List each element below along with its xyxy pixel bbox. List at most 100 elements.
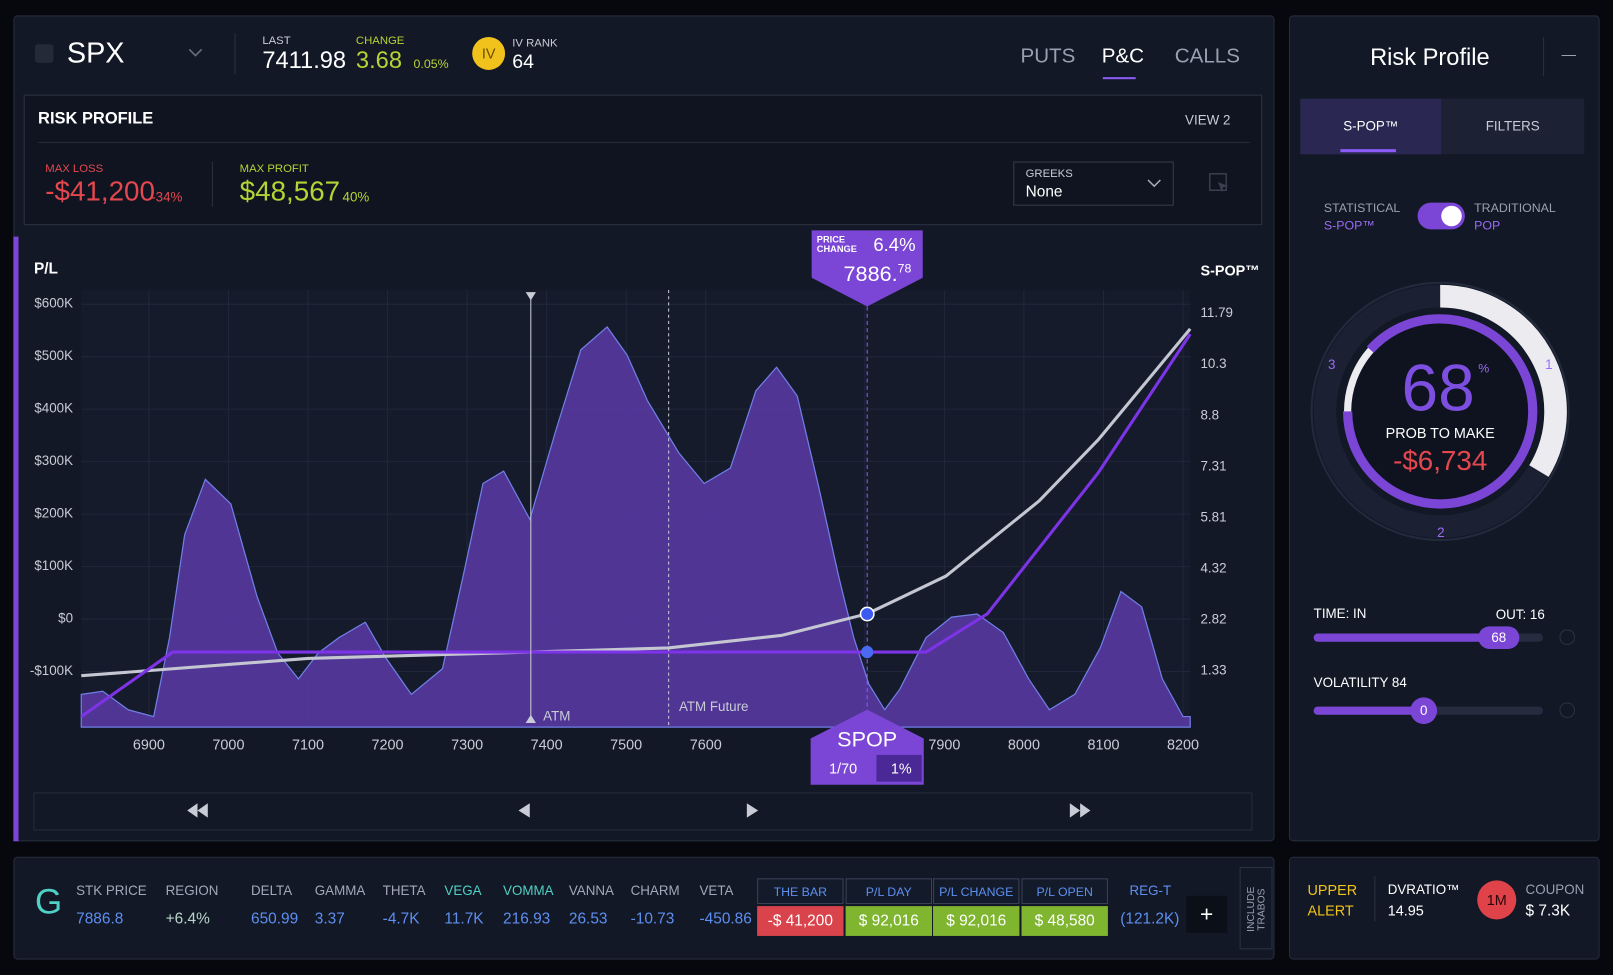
change-pct: 0.05% xyxy=(413,56,449,71)
tab[interactable]: CALLS xyxy=(1174,45,1240,68)
greeks-chevron xyxy=(1147,179,1161,188)
coupon-label: COUPON xyxy=(1525,881,1585,897)
change-label: CHANGE xyxy=(355,34,405,48)
nav-last[interactable] xyxy=(1069,803,1091,818)
x-tick-label: 8100 xyxy=(1087,737,1119,753)
toggle-right-label: TRADITIONAL xyxy=(1474,200,1556,215)
gauge-label: PROB TO MAKE xyxy=(1385,424,1495,442)
spop-area xyxy=(80,326,1191,728)
divider xyxy=(1374,876,1376,922)
accent-bar xyxy=(13,236,19,842)
side-tab[interactable]: FILTERS xyxy=(1485,118,1540,134)
alert-label: ALERT xyxy=(1307,901,1354,919)
cursor-icon[interactable] xyxy=(1209,173,1232,196)
metric-value: +6.4% xyxy=(165,910,210,928)
tab[interactable]: PUTS xyxy=(1020,45,1076,68)
pl-line xyxy=(80,333,1192,718)
volatility-fill xyxy=(1313,706,1424,715)
slider-end xyxy=(1559,629,1575,645)
x-tick-label: 7000 xyxy=(212,737,244,753)
y2-tick-label: 5.81 xyxy=(1200,510,1226,525)
annotation: ATM xyxy=(543,708,570,723)
gauge-amount: -$6,734 xyxy=(1393,445,1488,477)
last-label: LAST xyxy=(262,34,291,48)
price-badge[interactable] xyxy=(811,230,923,307)
price-badge-label: PRICE CHANGE xyxy=(816,234,857,255)
x-tick-label: 8200 xyxy=(1167,737,1199,753)
max-loss-label: MAX LOSS xyxy=(45,162,104,175)
toggle-left-sub: S-POP™ xyxy=(1323,218,1375,233)
price-change-pct: 6.4% xyxy=(873,234,916,256)
symbol-chevron[interactable] xyxy=(188,47,203,57)
change-value: 3.68 xyxy=(355,46,402,74)
max-loss: -$41,200 xyxy=(45,175,155,207)
gauge-value: 68 xyxy=(1401,350,1475,425)
iv-rank-label: IV RANK xyxy=(512,37,558,50)
metric-value: 7886.8 xyxy=(76,910,124,928)
iv-badge: IV xyxy=(472,37,506,70)
y-tick-label: $100K xyxy=(34,558,73,573)
nav-first[interactable] xyxy=(187,803,208,818)
y2-tick-label: 1.33 xyxy=(1200,663,1226,678)
greeks-select[interactable] xyxy=(1013,161,1174,206)
gauge-unit: % xyxy=(1478,361,1490,376)
nav-bar xyxy=(33,792,1253,831)
pl-box-label: P/L OPEN xyxy=(1021,878,1108,905)
x-tick-label: 7900 xyxy=(928,737,960,753)
dvratio-value: 14.95 xyxy=(1387,901,1424,919)
x-tick-label: 7600 xyxy=(690,737,722,753)
price-point xyxy=(859,606,875,622)
tab-active[interactable]: P&C xyxy=(1101,45,1145,68)
y2-tick-label: 7.31 xyxy=(1200,458,1226,473)
side-tab-underline xyxy=(1340,149,1396,153)
max-loss-pct: -34% xyxy=(151,189,183,205)
y-tick-label: -$100K xyxy=(30,663,73,678)
metric-value: 26.53 xyxy=(568,910,608,928)
pl-box-label: P/L CHANGE xyxy=(933,878,1020,905)
add-button[interactable]: + xyxy=(1186,895,1228,933)
nav-prev[interactable] xyxy=(518,803,530,818)
metric-label: DELTA xyxy=(251,882,293,898)
symbol-icon xyxy=(34,44,54,63)
view-link[interactable]: VIEW 2 xyxy=(1185,112,1231,128)
x-tick-label: 7200 xyxy=(372,737,404,753)
max-profit: $48,567 xyxy=(239,175,341,207)
greeks-value: None xyxy=(1025,183,1063,201)
symbol[interactable]: SPX xyxy=(66,37,125,69)
toggle-switch[interactable] xyxy=(1417,202,1465,230)
metric-value: -4.7K xyxy=(382,910,420,928)
metric-label: CHARM xyxy=(630,882,680,898)
divider xyxy=(234,32,236,75)
metric-value: 3.37 xyxy=(314,910,345,928)
x-tick-label: 7300 xyxy=(451,737,483,753)
metric-label: GAMMA xyxy=(314,882,366,898)
separator xyxy=(38,141,1250,143)
gauge-marker: 2 xyxy=(1437,524,1445,540)
nav-next[interactable] xyxy=(746,803,759,818)
footer-logo: G xyxy=(34,882,63,922)
metric-label: STK PRICE xyxy=(76,882,147,898)
pl-box-label: P/L DAY xyxy=(845,878,933,905)
side-tab[interactable]: S-POP™ xyxy=(1343,118,1399,134)
pl-box-value: -$ 41,200 xyxy=(757,906,844,936)
spop-pct: 1% xyxy=(890,760,912,777)
metric-label: REGION xyxy=(165,882,219,898)
term-badge: 1M xyxy=(1477,880,1517,920)
side-title: Risk Profile xyxy=(1370,43,1490,70)
gauge-outer xyxy=(1310,281,1570,541)
include-box[interactable] xyxy=(1239,867,1273,950)
y-tick-label: $300K xyxy=(34,453,73,468)
iv-rank: 64 xyxy=(512,51,535,74)
y-tick-label: $400K xyxy=(34,401,73,416)
risk-title: RISK PROFILE xyxy=(38,110,154,128)
metric-value: -10.73 xyxy=(630,910,675,928)
y-tick-label: $0 xyxy=(58,611,73,626)
pl-box-label: THE BAR xyxy=(757,878,844,905)
alert-label: UPPER xyxy=(1307,881,1358,898)
time-thumb[interactable]: 68 xyxy=(1478,626,1520,649)
gauge-marker: 3 xyxy=(1328,356,1336,373)
volatility-thumb[interactable]: 0 xyxy=(1410,697,1438,725)
minimize[interactable]: — xyxy=(1561,46,1576,63)
y-tick-label: $200K xyxy=(34,506,73,521)
